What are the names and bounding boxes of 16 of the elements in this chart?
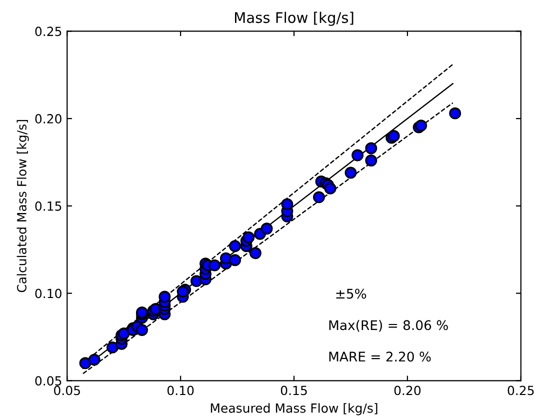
y-tick-label: 0.15 — [35, 201, 62, 211]
x-tick-label: 0.05 — [54, 386, 80, 396]
y-tick-label: 0.25 — [35, 26, 62, 36]
x-tick-label: 0.15 — [280, 386, 307, 396]
y-tick-label: 0.10 — [35, 288, 62, 298]
chart-title: Mass Flow [kg/s] — [235, 12, 354, 26]
annotation: MARE = 2.20 % — [329, 352, 431, 362]
annotation: ±5% — [336, 288, 366, 299]
y-tick-label: 0.20 — [35, 114, 62, 124]
y-tick-label: 0.05 — [35, 376, 62, 386]
x-tick-label: 0.20 — [394, 386, 421, 396]
x-axis-title: Measured Mass Flow [kg/s] — [210, 403, 378, 416]
annotation: Max(RE) = 8.06 % — [329, 320, 448, 332]
x-tick-label: 0.25 — [508, 386, 534, 396]
y-axis-title: Calculated Mass Flow [kg/s] — [16, 120, 29, 292]
x-tick-label: 0.10 — [167, 386, 194, 396]
